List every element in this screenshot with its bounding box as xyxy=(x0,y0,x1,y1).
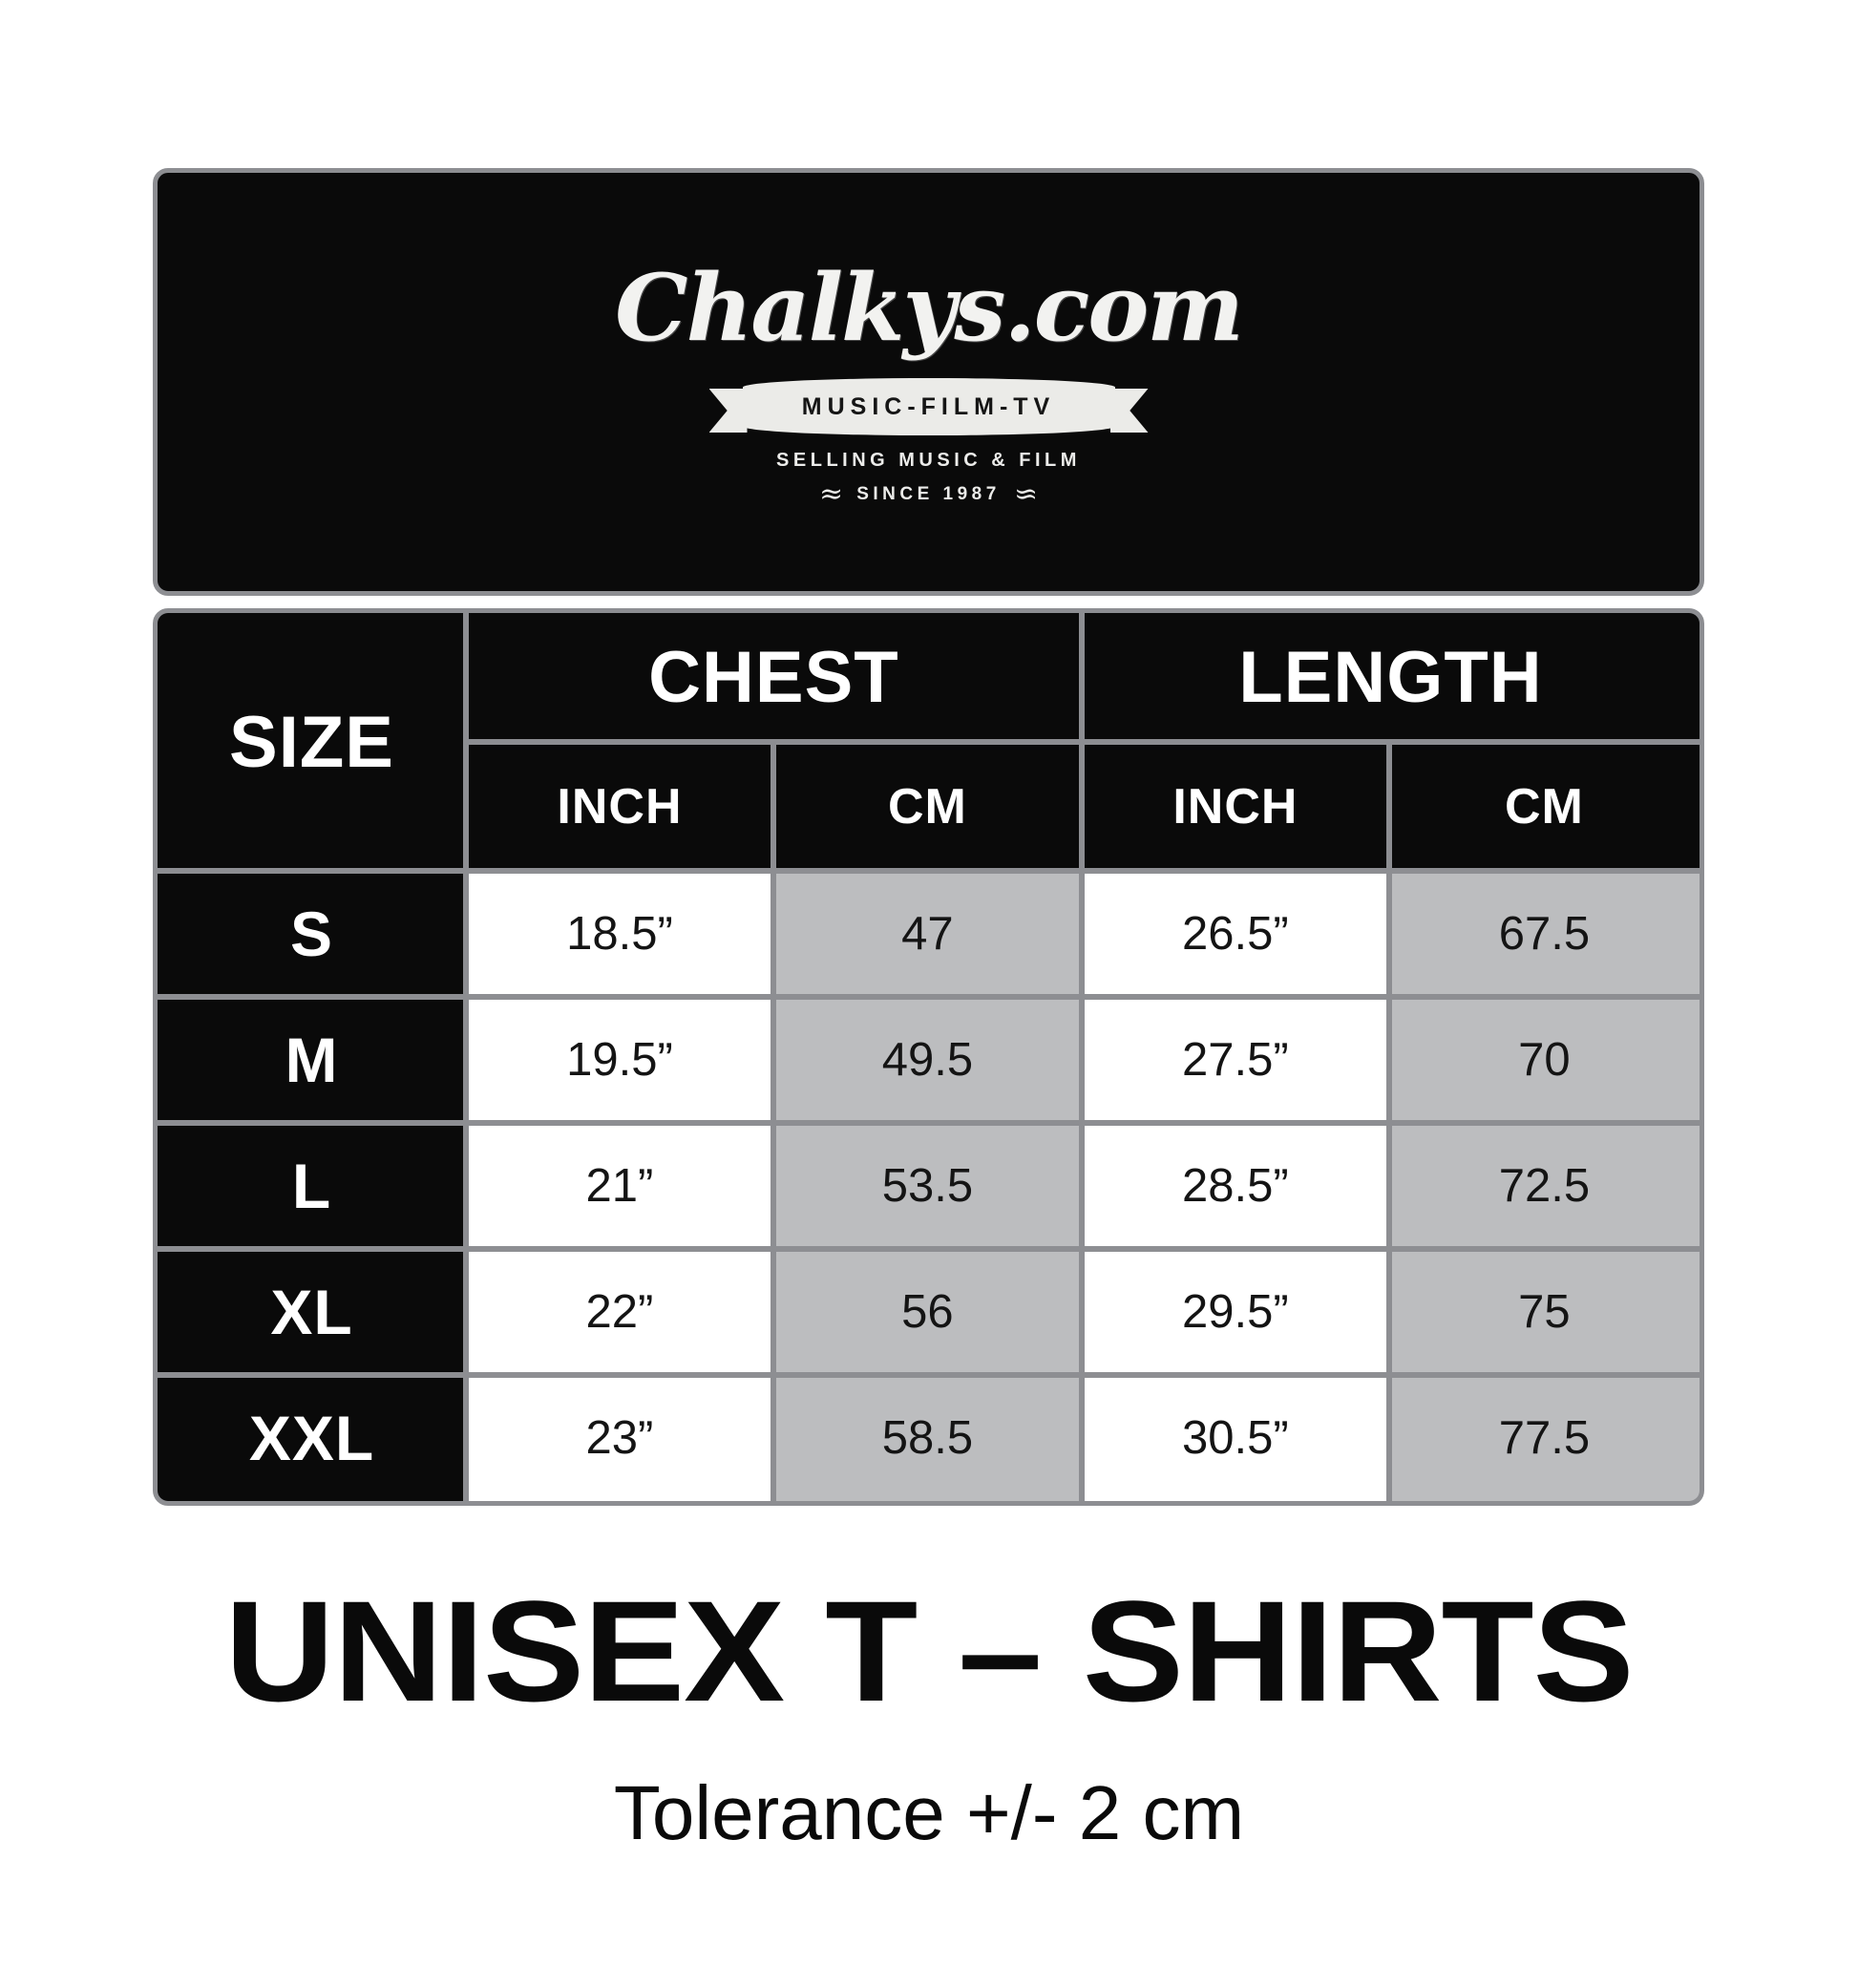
cell-length-cm: 67.5 xyxy=(1385,868,1700,1000)
ribbon-band: MUSIC-FILM-TV xyxy=(742,378,1115,435)
header-row-groups: SIZE CHEST LENGTH xyxy=(158,613,1700,874)
cell-chest-inch: 19.5” xyxy=(462,994,776,1126)
cell-size: M xyxy=(158,994,469,1126)
column-header-size: SIZE xyxy=(158,613,469,874)
table-row: S 18.5” 47 26.5” 67.5 xyxy=(158,868,1700,1000)
column-header-length: LENGTH xyxy=(1078,613,1700,745)
cell-length-inch: 26.5” xyxy=(1078,868,1392,1000)
cell-length-inch: 28.5” xyxy=(1078,1120,1392,1252)
ribbon-banner: MUSIC-FILM-TV xyxy=(708,375,1149,438)
flourish-right-icon: ≈ xyxy=(1013,477,1038,511)
column-header-chest: CHEST xyxy=(462,613,1085,745)
cell-chest-cm: 47 xyxy=(770,868,1085,1000)
cell-length-cm: 75 xyxy=(1385,1246,1700,1378)
table-body: S 18.5” 47 26.5” 67.5 M 19.5” 49.5 27.5”… xyxy=(158,868,1700,1501)
cell-chest-inch: 22” xyxy=(462,1246,776,1378)
column-header-length-inch: INCH xyxy=(1078,739,1392,874)
cell-chest-inch: 23” xyxy=(462,1372,776,1501)
tolerance-note: Tolerance +/- 2 cm xyxy=(613,1770,1245,1855)
cell-size: XL xyxy=(158,1246,469,1378)
brand-tagline: SELLING MUSIC & FILM xyxy=(776,450,1081,471)
cell-chest-inch: 21” xyxy=(462,1120,776,1252)
table-row: XL 22” 56 29.5” 75 xyxy=(158,1246,1700,1378)
cell-length-cm: 77.5 xyxy=(1385,1372,1700,1501)
page-title: UNISEX T – SHIRTS xyxy=(224,1571,1634,1731)
table-row: M 19.5” 49.5 27.5” 70 xyxy=(158,994,1700,1126)
header-row-units: INCH CM INCH CM xyxy=(158,739,1700,874)
column-header-chest-cm: CM xyxy=(770,739,1085,874)
table-row: XXL 23” 58.5 30.5” 77.5 xyxy=(158,1372,1700,1501)
cell-chest-cm: 53.5 xyxy=(770,1120,1085,1252)
cell-length-cm: 72.5 xyxy=(1385,1120,1700,1252)
cell-chest-cm: 56 xyxy=(770,1246,1085,1378)
brand-since: SINCE 1987 xyxy=(856,484,1001,504)
cell-length-cm: 70 xyxy=(1385,994,1700,1126)
ribbon-tail-right-icon xyxy=(1109,389,1149,433)
size-chart-table: SIZE CHEST LENGTH INCH CM INCH CM S 18.5… xyxy=(153,608,1704,1506)
flourish-left-icon: ≈ xyxy=(819,477,844,511)
cell-size: S xyxy=(158,868,469,1000)
logo-panel: Chalkys.com MUSIC-FILM-TV SELLING MUSIC … xyxy=(153,168,1704,596)
cell-length-inch: 29.5” xyxy=(1078,1246,1392,1378)
cell-length-inch: 27.5” xyxy=(1078,994,1392,1126)
column-header-chest-inch: INCH xyxy=(462,739,776,874)
since-row: ≈ SINCE 1987 ≈ xyxy=(819,477,1038,511)
cell-size: XXL xyxy=(158,1372,469,1501)
brand-wordmark: Chalkys.com xyxy=(615,254,1244,362)
cell-size: L xyxy=(158,1120,469,1252)
cell-chest-cm: 58.5 xyxy=(770,1372,1085,1501)
ribbon-tail-left-icon xyxy=(708,389,748,433)
cell-length-inch: 30.5” xyxy=(1078,1372,1392,1501)
table-head: SIZE CHEST LENGTH INCH CM INCH CM xyxy=(158,613,1700,874)
cell-chest-cm: 49.5 xyxy=(770,994,1085,1126)
cell-chest-inch: 18.5” xyxy=(462,868,776,1000)
table-row: L 21” 53.5 28.5” 72.5 xyxy=(158,1120,1700,1252)
ribbon-label: MUSIC-FILM-TV xyxy=(801,392,1056,420)
logo-lockup: Chalkys.com MUSIC-FILM-TV SELLING MUSIC … xyxy=(615,263,1244,512)
column-header-length-cm: CM xyxy=(1385,739,1700,874)
